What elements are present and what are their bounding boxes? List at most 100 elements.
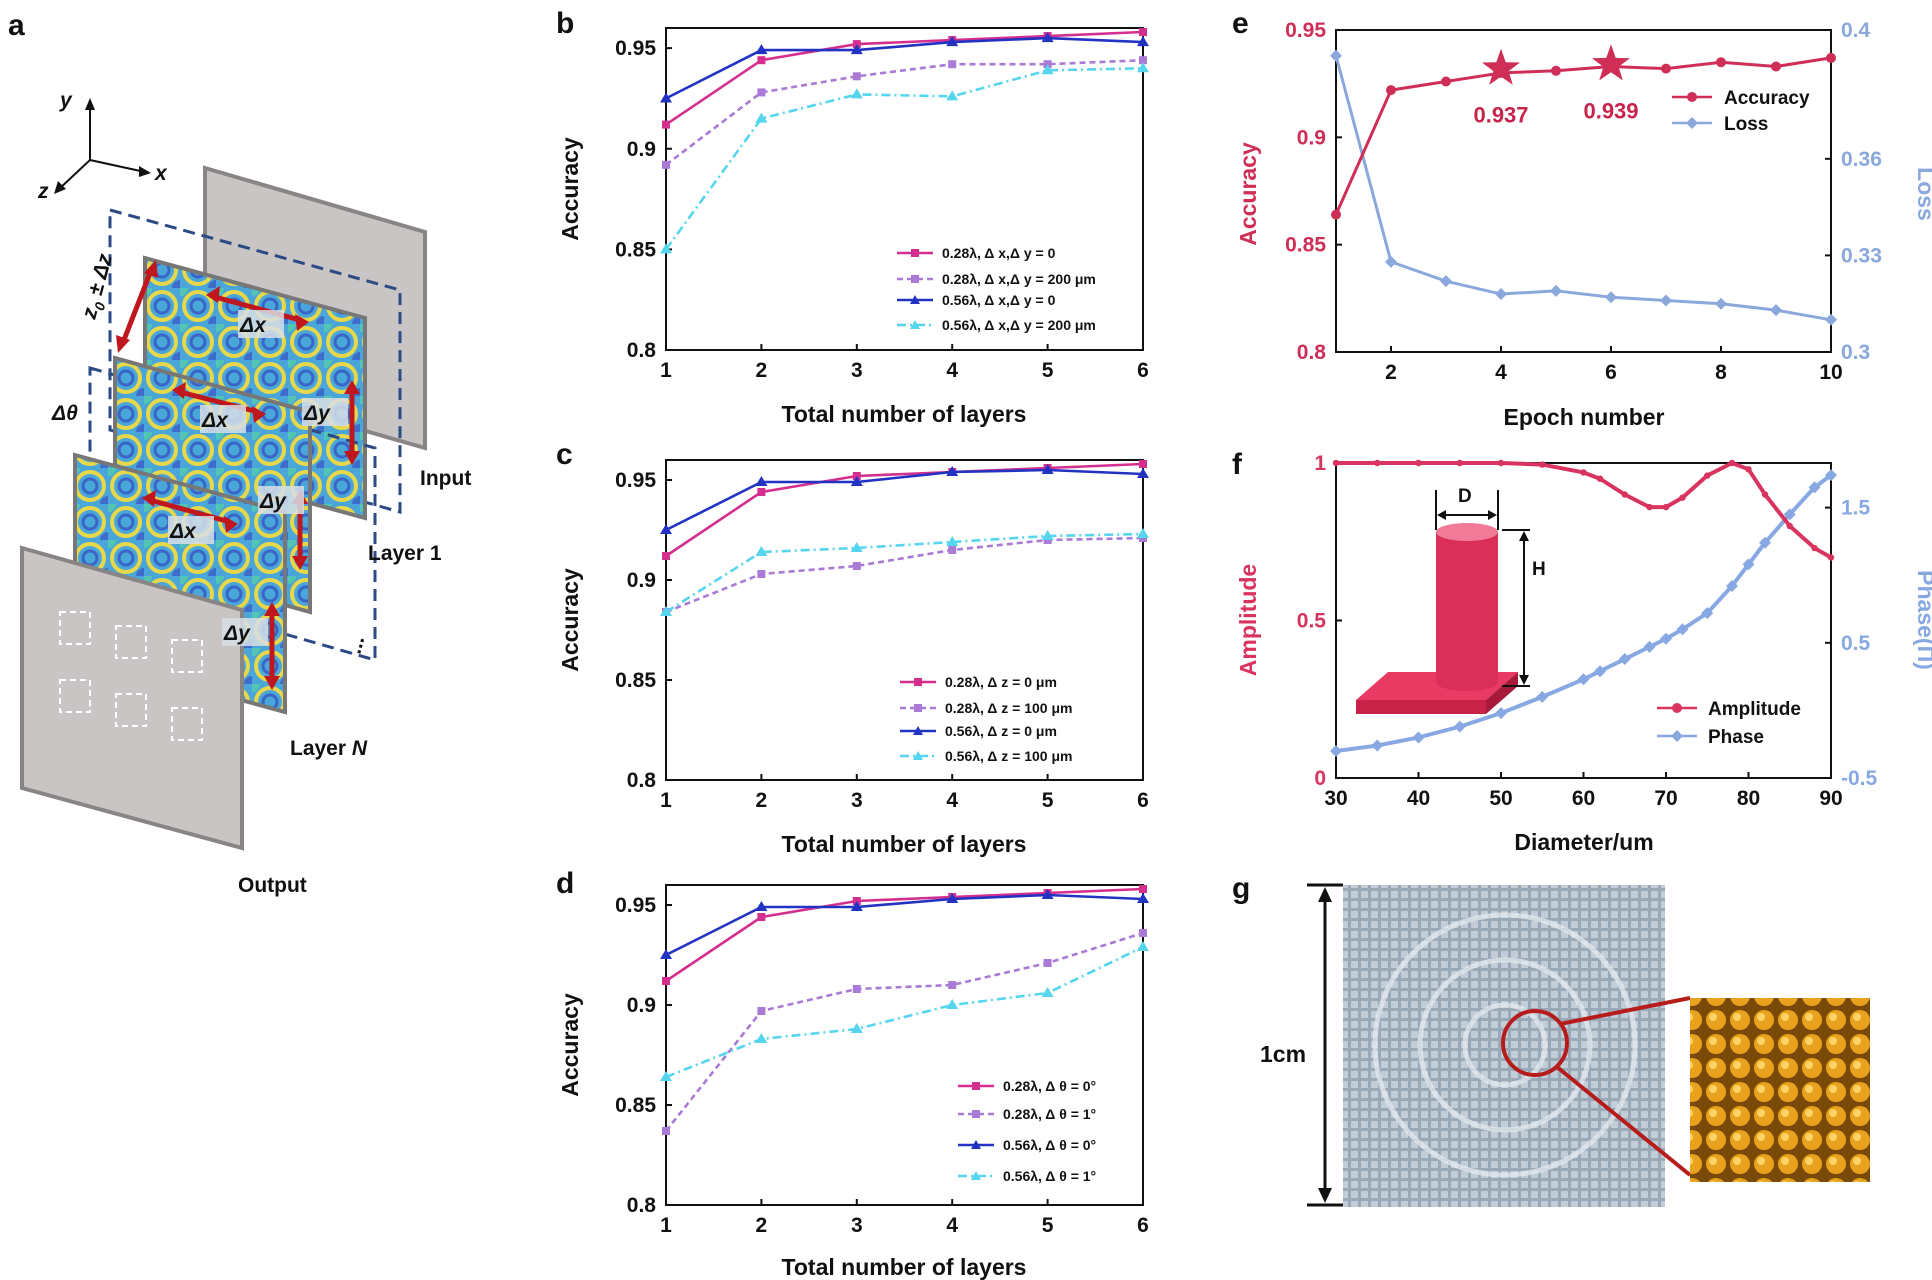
data-point [1043, 959, 1052, 967]
loss-point [1495, 288, 1507, 301]
chart-d-legend: 0.28λ, Δ θ = 0° 0.28λ, Δ θ = 1° 0.56λ, Δ… [958, 1078, 1096, 1184]
chart-f-ylabel-right: Phase(Π) [1913, 570, 1932, 670]
data-point [1137, 62, 1149, 73]
axis-triad [54, 98, 151, 194]
amplitude-point [1728, 459, 1736, 467]
data-point [946, 893, 959, 903]
phase-point [1577, 673, 1590, 686]
y-tick-label: 0.5 [1297, 610, 1327, 633]
data-point [948, 60, 957, 69]
chart-b-series [660, 28, 1149, 254]
panel-b-label: b [556, 7, 574, 40]
data-point [850, 901, 863, 911]
chart-f-ylabel: Amplitude [1235, 564, 1261, 676]
x-tick-label: 4 [946, 1214, 958, 1237]
series-line [665, 36, 1144, 100]
legend-b-text-4: 0.56λ, Δ x,Δ y = 200 μm [942, 317, 1096, 333]
x-tick-label: 2 [1385, 361, 1397, 384]
loss-point [1385, 255, 1397, 268]
phase-point [1330, 744, 1342, 757]
amplitude-point [1704, 472, 1711, 479]
x-tick-label: 70 [1654, 787, 1677, 810]
y-right-tick-label: 1.5 [1841, 497, 1871, 520]
loss-point [1660, 294, 1672, 307]
legend-b-text-1: 0.28λ, Δ x,Δ y = 0 [942, 245, 1056, 261]
x-tick-label: 4 [1495, 361, 1507, 384]
legend-d-text-1: 0.28λ, Δ θ = 0° [1003, 1078, 1096, 1094]
amplitude-point [1415, 459, 1422, 467]
legend-f-text-1: Amplitude [1708, 699, 1801, 720]
y-tick-label: 0.95 [615, 37, 656, 60]
data-point [660, 1071, 672, 1081]
series-line [665, 536, 1144, 614]
chart-d-series [660, 885, 1149, 1135]
data-point [1137, 941, 1149, 951]
chart-e-ylabel-right: Loss [1913, 167, 1932, 221]
data-point [946, 90, 959, 101]
panel-d: d 1 2 3 4 5 6 0.8 0.85 0.9 0.95 Total number of l… [556, 867, 1149, 1280]
x-tick-label: 3 [851, 789, 863, 812]
y-tick-label: 0.8 [627, 1194, 657, 1217]
chart-c-ylabel: Accuracy [557, 568, 583, 672]
chart-e-series: 0.937 0.939 [1330, 44, 1837, 326]
y-tick-label: 0.85 [1285, 234, 1326, 257]
amplitude-point [1539, 461, 1546, 468]
data-point [662, 977, 670, 985]
legend-e-text-2: Loss [1724, 114, 1768, 135]
legend-f-text-2: Phase [1708, 727, 1764, 748]
data-point [946, 466, 959, 476]
x-tick-label: 4 [946, 789, 958, 812]
chart-d-ticks: 1 2 3 4 5 6 0.8 0.85 0.9 0.95 [615, 894, 1149, 1237]
y-tick-label: 0.8 [627, 769, 657, 792]
data-point [660, 606, 672, 616]
input-label: Input [420, 467, 471, 490]
x-tick-label: 6 [1605, 361, 1617, 384]
data-point [1137, 468, 1149, 478]
x-tick-label: 80 [1737, 787, 1760, 810]
scale-label: 1cm [1260, 1041, 1306, 1067]
data-point [757, 1007, 766, 1015]
amplitude-point [1497, 459, 1505, 467]
zoom-line-upper [1559, 996, 1691, 1026]
amplitude-line [1336, 460, 1832, 560]
loss-line [1334, 55, 1832, 322]
data-point [852, 562, 861, 570]
phase-point [1742, 558, 1755, 571]
data-point [948, 546, 957, 554]
output-plane [20, 545, 244, 851]
data-point [757, 56, 766, 65]
y-tick-label: 0.95 [1285, 19, 1326, 42]
x-tick-label: 2 [756, 789, 768, 812]
scale-bar [1307, 883, 1343, 1207]
x-tick-label: 60 [1572, 787, 1595, 810]
dx-label-1: Δx [239, 314, 267, 337]
pillar-inset: D H [1356, 486, 1546, 714]
phase-point [1371, 739, 1384, 752]
y-tick-label: 0.85 [615, 238, 656, 261]
series-line [665, 462, 1144, 558]
y-tick-label: 0.9 [627, 994, 656, 1017]
phase-point [1594, 665, 1606, 678]
amplitude-point [1621, 491, 1628, 498]
panel-e-label: e [1232, 7, 1249, 40]
panel-c: c 1 2 3 4 5 6 0.8 0.85 0.9 0.95 Total number of l… [556, 438, 1149, 857]
chart-e-xlabel: Epoch number [1503, 404, 1664, 430]
panel-g-label: g [1232, 872, 1250, 905]
chart-b-ticks: 1 2 3 4 5 6 0.8 0.85 0.9 0.95 [615, 37, 1149, 382]
x-tick-label: 2 [756, 1214, 768, 1237]
z-spacing-label: z0 ± Δz [77, 251, 121, 323]
legend-d-text-2: 0.28λ, Δ θ = 1° [1003, 1106, 1096, 1122]
data-point [850, 542, 863, 552]
layers-ellipsis: ... [343, 633, 370, 656]
chart-b-legend: 0.28λ, Δ x,Δ y = 0 0.28λ, Δ x,Δ y = 200 … [897, 245, 1096, 333]
inset-h-label: H [1532, 559, 1546, 580]
legend-c-text-2: 0.28λ, Δ z = 100 μm [945, 700, 1072, 716]
star-annotation: 0.939 [1583, 98, 1638, 123]
accuracy-point [1716, 57, 1726, 68]
x-tick-label: 5 [1042, 789, 1054, 812]
y-right-tick-label: 0.5 [1841, 632, 1871, 655]
amplitude-point [1679, 494, 1686, 501]
data-point [755, 546, 768, 556]
panel-f: f 30 40 50 60 70 80 90 0 0.5 1 -0.5 0.5 1.5 Diameter… [1232, 448, 1932, 855]
layerN-label: Layer N [290, 737, 368, 760]
